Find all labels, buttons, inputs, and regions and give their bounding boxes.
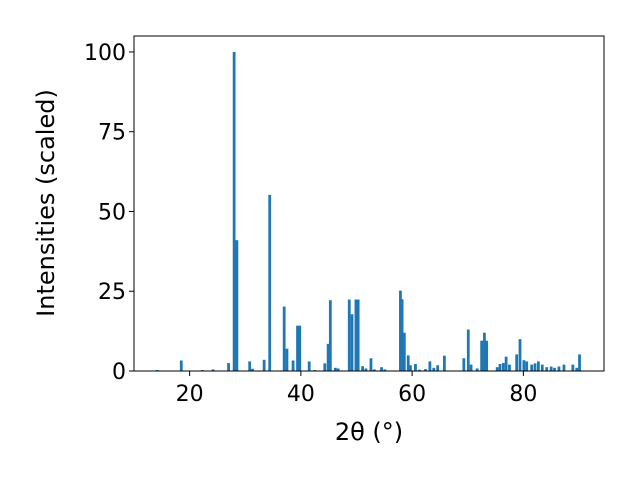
bar	[268, 194, 272, 371]
bar	[211, 369, 215, 371]
bar	[508, 364, 511, 371]
bar	[553, 367, 556, 371]
plot-background	[134, 36, 604, 371]
bar	[545, 367, 549, 371]
y-tick-label: 75	[98, 121, 126, 146]
y-tick-label: 25	[98, 280, 126, 305]
bar	[462, 358, 466, 371]
bar	[436, 365, 440, 371]
bar	[475, 368, 479, 371]
bar	[480, 340, 484, 371]
y-tick-label: 50	[98, 200, 126, 225]
bar	[336, 368, 340, 371]
x-tick-label: 40	[287, 382, 315, 407]
bar	[235, 240, 239, 371]
bar	[369, 358, 373, 371]
bar	[356, 299, 360, 371]
y-tick-label: 100	[84, 41, 126, 66]
bar	[333, 367, 337, 371]
bar	[227, 363, 230, 371]
bar	[525, 361, 529, 371]
bar	[291, 360, 295, 371]
x-axis-label: 2θ (°)	[335, 418, 403, 446]
bar	[495, 367, 499, 371]
bar	[248, 361, 252, 371]
bars-group	[155, 51, 581, 371]
bar	[536, 361, 540, 371]
bar	[347, 299, 351, 371]
bar	[380, 367, 383, 371]
bar	[232, 51, 236, 371]
bar	[428, 361, 432, 371]
x-axis-ticks: 20 40 60 80	[176, 371, 537, 407]
bar	[298, 325, 302, 371]
bar	[402, 332, 406, 371]
bar	[483, 332, 486, 371]
bar	[323, 363, 327, 371]
x-tick-label: 80	[509, 382, 537, 407]
y-axis-label: Intensities (scaled)	[32, 89, 60, 317]
bar	[578, 354, 581, 371]
bar	[414, 363, 417, 371]
bar	[354, 299, 358, 371]
bar	[285, 348, 289, 371]
bar	[533, 363, 537, 371]
bar	[515, 354, 519, 371]
y-axis-ticks: 0 25 50 75 100	[84, 41, 134, 385]
bar	[282, 306, 286, 371]
bar	[179, 360, 183, 371]
bar	[469, 364, 473, 371]
x-tick-label: 60	[398, 382, 426, 407]
bar	[424, 369, 427, 371]
bar	[417, 369, 421, 371]
bar	[557, 366, 561, 371]
bar	[442, 355, 446, 371]
bar	[432, 367, 436, 371]
bar	[372, 369, 376, 371]
bar	[530, 364, 534, 371]
bar	[549, 366, 553, 371]
bar	[364, 368, 368, 371]
bar	[296, 325, 299, 371]
bar	[328, 300, 332, 371]
bar	[485, 340, 489, 371]
bar	[522, 360, 526, 371]
bar	[498, 363, 502, 371]
bar	[466, 329, 470, 371]
x-tick-label: 20	[176, 382, 204, 407]
bar	[307, 361, 311, 371]
bar	[409, 365, 412, 371]
bar	[399, 290, 402, 371]
y-tick-label: 0	[112, 360, 126, 385]
bar	[575, 367, 579, 371]
bar	[504, 356, 508, 371]
bar	[518, 339, 522, 371]
bar	[562, 364, 566, 371]
bar	[406, 355, 410, 371]
bar	[251, 368, 254, 371]
bar	[262, 359, 266, 371]
bar	[350, 314, 354, 371]
bar	[361, 366, 364, 371]
bar	[383, 369, 387, 371]
bar	[400, 299, 404, 371]
bar	[326, 343, 330, 371]
bar	[501, 363, 505, 371]
bar	[540, 364, 544, 371]
plot-frame	[133, 35, 605, 372]
bar	[571, 364, 575, 371]
